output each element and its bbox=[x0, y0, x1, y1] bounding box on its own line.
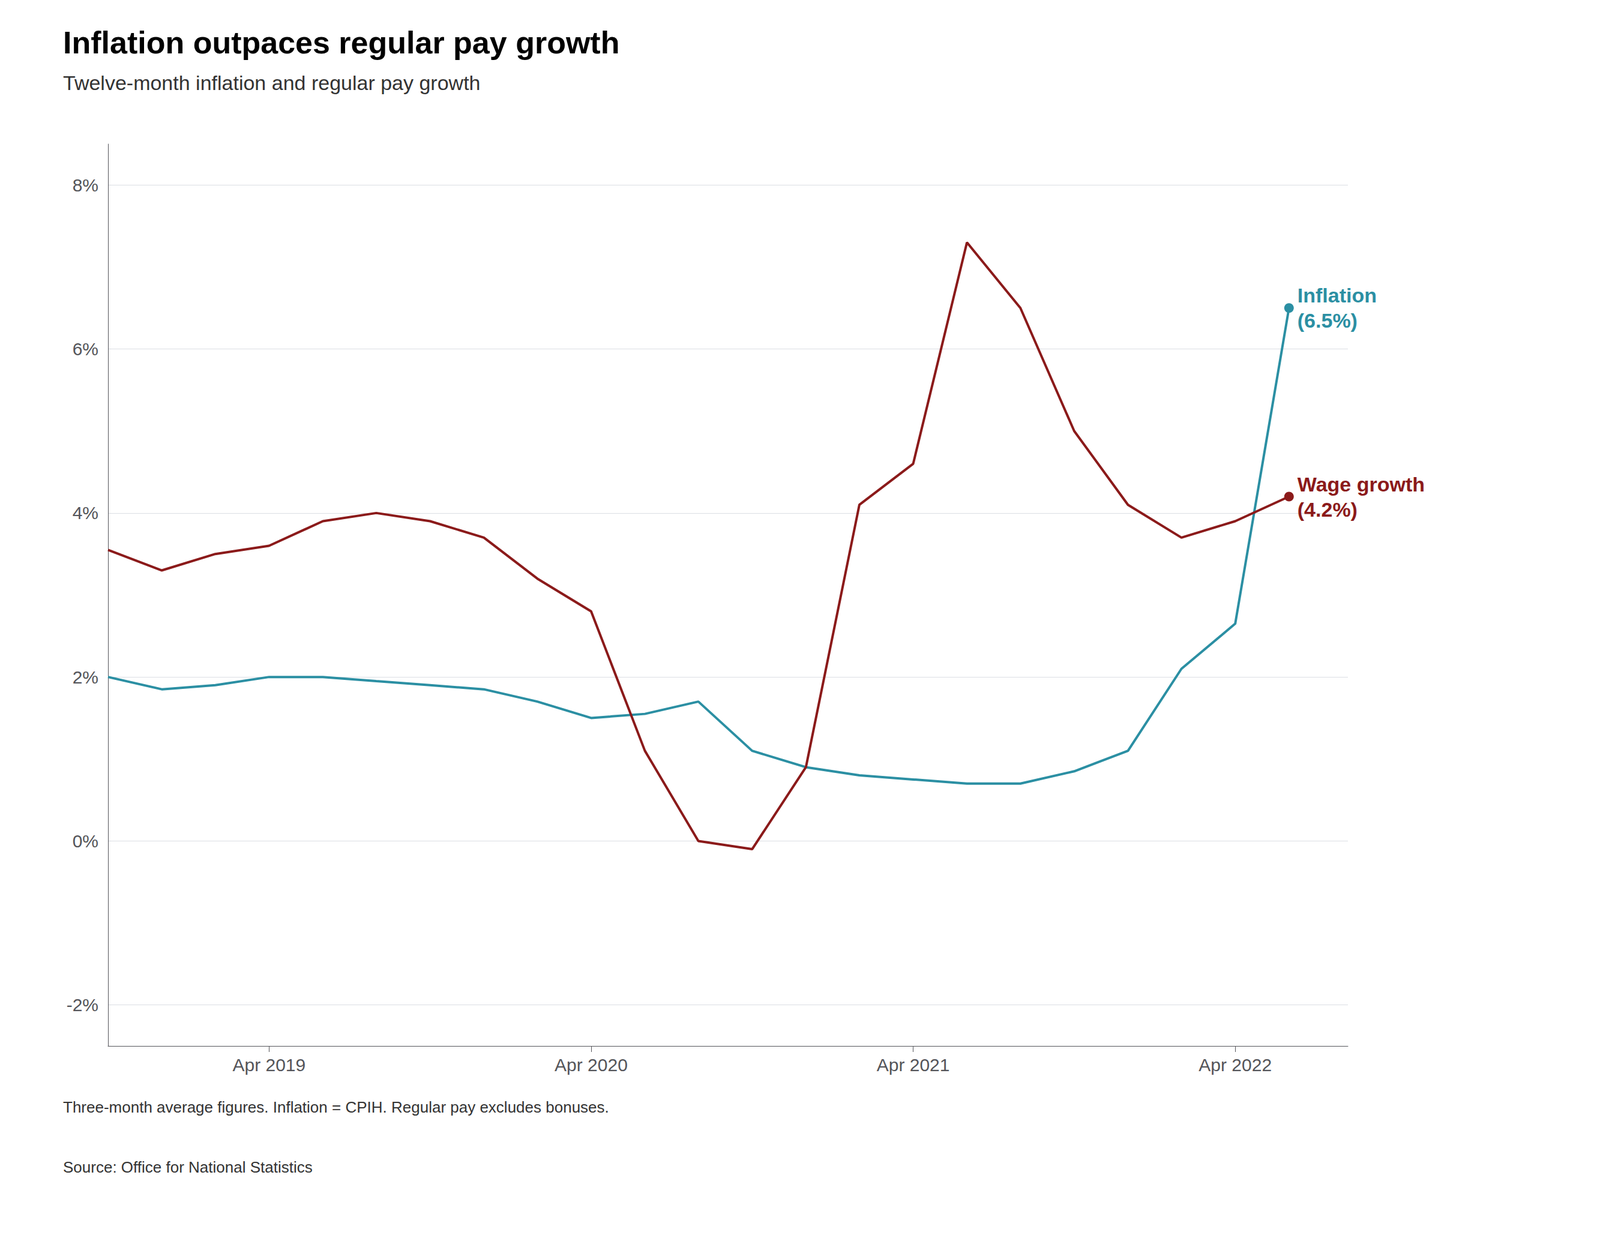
svg-text:(4.2%): (4.2%) bbox=[1297, 498, 1358, 521]
svg-text:Apr 2021: Apr 2021 bbox=[876, 1055, 951, 1075]
svg-text:4%: 4% bbox=[72, 502, 99, 523]
svg-text:(6.5%): (6.5%) bbox=[1297, 309, 1358, 332]
svg-text:2%: 2% bbox=[72, 667, 99, 688]
svg-text:Inflation outpaces regular pay: Inflation outpaces regular pay growth bbox=[63, 25, 620, 61]
svg-text:8%: 8% bbox=[72, 175, 99, 196]
svg-text:Wage growth: Wage growth bbox=[1297, 472, 1425, 496]
svg-text:Apr 2022: Apr 2022 bbox=[1198, 1055, 1272, 1075]
svg-text:0%: 0% bbox=[72, 831, 99, 852]
svg-text:Apr 2019: Apr 2019 bbox=[232, 1055, 306, 1075]
svg-text:Twelve-month inflation and reg: Twelve-month inflation and regular pay g… bbox=[63, 71, 481, 95]
svg-text:Apr 2020: Apr 2020 bbox=[554, 1055, 628, 1075]
svg-text:Inflation: Inflation bbox=[1297, 283, 1377, 307]
svg-text:Source: Office for National St: Source: Office for National Statistics bbox=[63, 1158, 313, 1177]
svg-text:-2%: -2% bbox=[66, 995, 99, 1015]
svg-text:Three-month average figures. I: Three-month average figures. Inflation =… bbox=[63, 1098, 610, 1117]
svg-text:6%: 6% bbox=[72, 339, 99, 359]
